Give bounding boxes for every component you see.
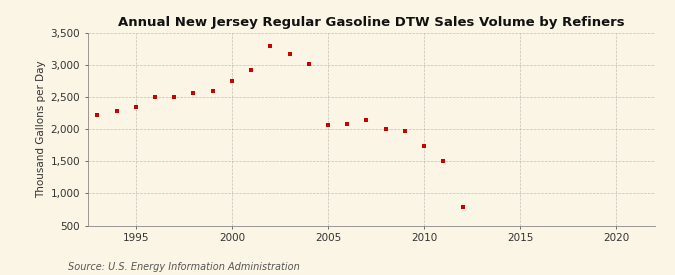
Point	[342, 122, 352, 126]
Point	[438, 159, 449, 164]
Point	[380, 126, 391, 131]
Title: Annual New Jersey Regular Gasoline DTW Sales Volume by Refiners: Annual New Jersey Regular Gasoline DTW S…	[118, 16, 624, 29]
Point	[265, 44, 276, 48]
Point	[130, 104, 141, 109]
Point	[207, 89, 218, 93]
Point	[92, 113, 103, 117]
Point	[111, 108, 122, 113]
Point	[246, 68, 256, 72]
Y-axis label: Thousand Gallons per Day: Thousand Gallons per Day	[36, 60, 47, 198]
Point	[323, 123, 333, 128]
Point	[400, 128, 410, 133]
Point	[188, 91, 199, 95]
Point	[150, 95, 161, 99]
Point	[284, 51, 295, 56]
Point	[169, 94, 180, 99]
Point	[361, 117, 372, 122]
Point	[303, 62, 314, 67]
Text: Source: U.S. Energy Information Administration: Source: U.S. Energy Information Administ…	[68, 262, 299, 272]
Point	[418, 144, 429, 148]
Point	[227, 79, 238, 83]
Point	[457, 205, 468, 209]
